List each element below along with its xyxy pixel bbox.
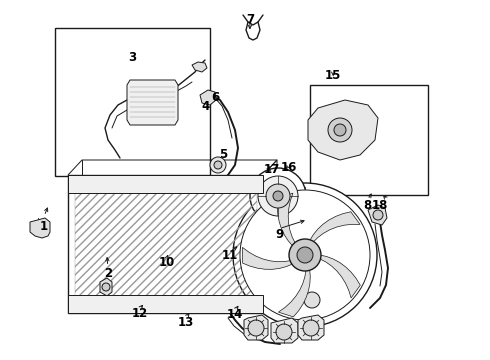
Text: 18: 18: [371, 199, 388, 212]
Text: 11: 11: [222, 249, 239, 262]
Text: 2: 2: [104, 267, 112, 280]
Circle shape: [328, 118, 352, 142]
Circle shape: [297, 247, 313, 263]
Circle shape: [214, 161, 222, 169]
Circle shape: [303, 320, 319, 336]
Text: 14: 14: [227, 309, 244, 321]
Circle shape: [233, 183, 377, 327]
Text: 8: 8: [364, 199, 371, 212]
Text: 1: 1: [40, 220, 48, 233]
Circle shape: [102, 283, 110, 291]
Polygon shape: [319, 255, 360, 298]
Bar: [75, 182, 257, 306]
Bar: [55, 28, 210, 176]
Text: 13: 13: [178, 316, 195, 329]
Text: 16: 16: [281, 161, 297, 174]
Polygon shape: [308, 100, 378, 160]
Circle shape: [210, 157, 226, 173]
Text: 4: 4: [202, 100, 210, 113]
Polygon shape: [30, 218, 50, 238]
Circle shape: [334, 124, 346, 136]
Bar: [68, 295, 263, 313]
Circle shape: [250, 168, 306, 224]
Text: 6: 6: [212, 91, 220, 104]
Circle shape: [373, 210, 383, 220]
Text: 9: 9: [275, 228, 283, 240]
Polygon shape: [298, 315, 324, 340]
Polygon shape: [100, 278, 112, 296]
Polygon shape: [277, 193, 295, 246]
Text: 5: 5: [219, 148, 227, 161]
Circle shape: [273, 191, 283, 201]
Polygon shape: [243, 247, 293, 269]
Bar: [68, 175, 263, 313]
Polygon shape: [368, 205, 387, 225]
Text: 3: 3: [128, 51, 136, 64]
Text: 10: 10: [158, 256, 175, 269]
Circle shape: [240, 190, 370, 320]
Polygon shape: [200, 90, 216, 105]
Polygon shape: [271, 318, 298, 343]
Circle shape: [248, 320, 264, 336]
Circle shape: [289, 239, 321, 271]
Polygon shape: [278, 269, 310, 317]
Circle shape: [304, 292, 320, 308]
Text: 7: 7: [246, 13, 254, 26]
Circle shape: [276, 324, 292, 340]
Bar: [68, 175, 263, 193]
Text: 15: 15: [325, 69, 342, 82]
Polygon shape: [127, 80, 178, 125]
Text: 17: 17: [264, 163, 280, 176]
Circle shape: [266, 184, 290, 208]
Polygon shape: [192, 62, 207, 72]
Polygon shape: [244, 315, 268, 340]
Circle shape: [258, 176, 298, 216]
Text: 12: 12: [131, 307, 148, 320]
Bar: [310, 85, 428, 195]
Polygon shape: [310, 212, 360, 242]
